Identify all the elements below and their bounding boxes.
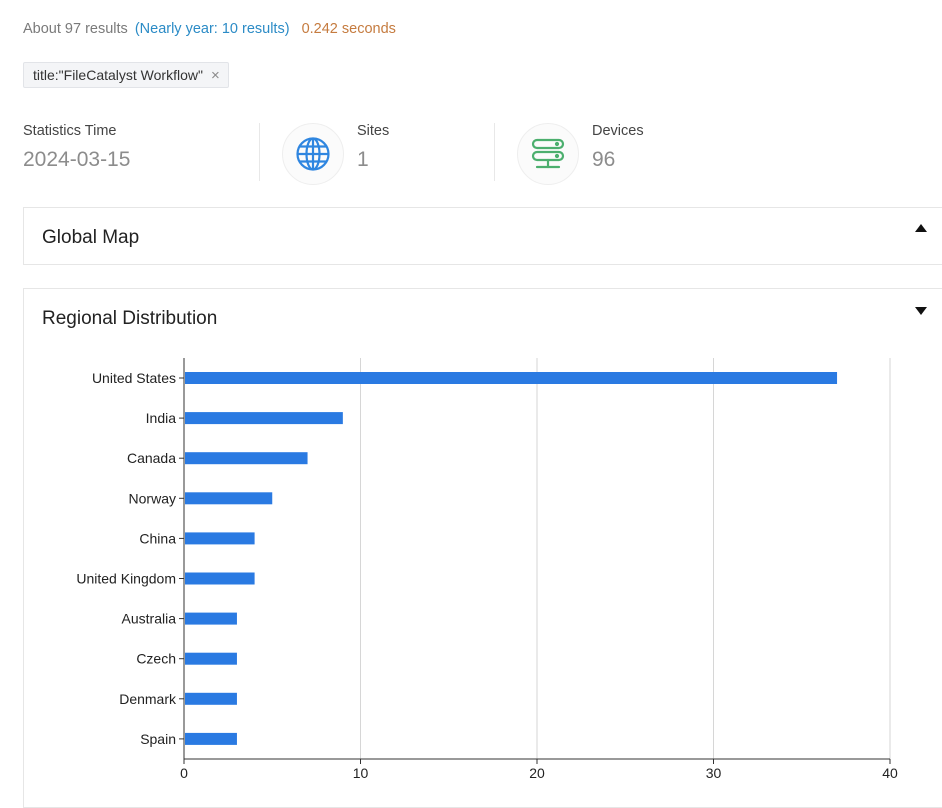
y-tick-label: United Kingdom	[76, 571, 176, 587]
y-tick-label: Canada	[127, 450, 176, 466]
results-count: About 97 results	[23, 21, 128, 37]
bar	[185, 692, 237, 705]
statistics-time-label: Statistics Time	[23, 123, 117, 139]
statistics-time: Statistics Time 2024-03-15	[23, 123, 130, 185]
server-icon	[517, 123, 579, 185]
divider	[259, 123, 260, 181]
sites-label: Sites	[357, 123, 390, 139]
global-map-panel: Global Map	[23, 207, 942, 265]
statistics-time-value: 2024-03-15	[23, 148, 131, 171]
y-tick-label: United States	[92, 370, 176, 386]
bar	[185, 652, 237, 665]
y-tick-label: China	[139, 530, 176, 546]
regional-distribution-chart: 0 10 20 30 40 United States India Canada Norway C…	[76, 358, 898, 781]
nearly-year-link[interactable]: (Nearly year: 10 results)	[134, 21, 290, 37]
filter-tag-label: title:"FileCatalyst Workflow"	[33, 67, 203, 83]
devices-value: 96	[592, 148, 616, 171]
bar	[185, 612, 237, 625]
bar	[185, 532, 255, 545]
y-tick-label: Denmark	[119, 691, 177, 707]
bar	[185, 412, 343, 425]
bar	[185, 492, 273, 505]
x-tick-label: 10	[353, 765, 369, 781]
y-tick-label: Spain	[140, 731, 176, 747]
y-tick-label: Czech	[136, 651, 176, 667]
bar	[185, 372, 838, 384]
x-tick-label: 20	[529, 765, 545, 781]
filter-tag: title:"FileCatalyst Workflow" ×	[23, 62, 229, 88]
divider	[494, 123, 495, 181]
query-time: 0.242 seconds	[301, 21, 396, 37]
results-summary: About 97 results (Nearly year: 10 result…	[23, 21, 396, 37]
y-tick-label: India	[146, 410, 177, 426]
bar	[185, 572, 255, 585]
close-icon[interactable]: ×	[210, 66, 220, 84]
collapse-caret-icon[interactable]	[915, 224, 927, 232]
sites-value: 1	[357, 148, 369, 171]
x-tick-label: 30	[706, 765, 722, 781]
devices-stat: Devices 96	[592, 123, 644, 185]
x-tick-label: 0	[180, 765, 188, 781]
bar	[185, 452, 308, 465]
x-tick-label: 40	[882, 765, 898, 781]
bar	[185, 732, 237, 745]
y-tick-label: Australia	[122, 611, 177, 627]
sites-stat: Sites 1	[357, 123, 389, 185]
global-map-title: Global Map	[42, 227, 140, 248]
globe-icon	[282, 123, 344, 185]
y-tick-label: Norway	[129, 490, 176, 506]
regional-distribution-title: Regional Distribution	[42, 308, 218, 329]
devices-label: Devices	[592, 123, 644, 139]
expand-caret-icon[interactable]	[915, 307, 927, 315]
